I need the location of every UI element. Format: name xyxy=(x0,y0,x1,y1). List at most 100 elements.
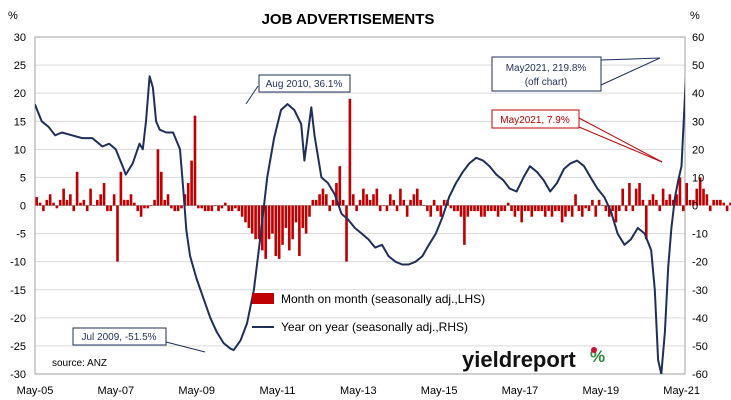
bar xyxy=(358,199,362,206)
bar xyxy=(409,199,412,206)
bar xyxy=(240,205,244,217)
y-left-tick-label: -15 xyxy=(10,285,26,297)
bar xyxy=(661,188,665,206)
bar xyxy=(365,194,369,206)
annotation-aug-2010: Aug 2010, 36.1% xyxy=(245,74,351,105)
bar xyxy=(554,205,557,212)
y-right-tick-label: 30 xyxy=(692,116,704,128)
bar xyxy=(335,183,338,206)
y-left-tick-label: 15 xyxy=(14,116,26,128)
bar xyxy=(79,202,82,206)
bar xyxy=(200,205,204,209)
bar xyxy=(213,205,217,206)
y-right-tick-label: -10 xyxy=(692,229,708,241)
bar xyxy=(48,194,52,206)
y-left-tick-label: 30 xyxy=(14,32,26,44)
bar xyxy=(685,183,688,206)
bar xyxy=(331,199,335,206)
y-right-tick-label: -60 xyxy=(692,369,708,381)
left-axis-unit: % xyxy=(8,10,18,22)
x-tick-label: May-11 xyxy=(260,385,296,397)
y-left-tick-label: -10 xyxy=(10,257,26,269)
annotation-may-2021-mom: May2021, 7.9% xyxy=(491,109,663,163)
bar xyxy=(698,177,702,206)
bar xyxy=(574,194,577,206)
bar xyxy=(432,199,436,206)
bar xyxy=(638,183,641,206)
bar xyxy=(580,205,584,217)
bar xyxy=(516,205,520,212)
bar xyxy=(537,205,540,212)
bar xyxy=(291,205,294,240)
y-left-tick-label: -5 xyxy=(16,229,26,241)
y-left-tick-label: 20 xyxy=(14,88,26,100)
bar xyxy=(644,205,648,240)
bar xyxy=(112,194,116,206)
bar xyxy=(149,205,153,206)
bar xyxy=(560,205,564,223)
bar xyxy=(203,205,207,212)
annotation-aug-2010-text: Aug 2010, 36.1% xyxy=(266,79,343,90)
line-series xyxy=(35,75,685,374)
bar xyxy=(351,194,355,206)
bar xyxy=(159,171,163,206)
bar xyxy=(133,202,136,206)
y-left-tick-label: 5 xyxy=(20,172,26,184)
annotation-jul-2009-box xyxy=(72,327,167,346)
bar xyxy=(688,199,692,206)
bar xyxy=(577,205,581,212)
annotation-may-2021-yoy-subtext: (off chart) xyxy=(525,77,568,88)
bar xyxy=(227,205,230,212)
right-axis-unit: % xyxy=(690,10,700,22)
bar xyxy=(264,205,268,259)
bar xyxy=(348,98,352,206)
bar xyxy=(234,205,237,209)
bar xyxy=(304,205,308,234)
bar xyxy=(624,205,628,212)
annotation-may-2021-mom-leader2 xyxy=(578,126,663,163)
bar xyxy=(217,205,220,212)
bar xyxy=(496,205,500,217)
y-tick-labels: 302520151050-5-10-15-20-25-3060504030201… xyxy=(10,32,708,381)
bar xyxy=(510,205,513,212)
legend-swatch-bars xyxy=(252,293,274,304)
bar xyxy=(62,188,65,206)
bar xyxy=(419,199,422,206)
x-tick-label: May-13 xyxy=(340,385,377,397)
bar xyxy=(308,205,311,217)
bar xyxy=(298,205,301,257)
legend: Month on month (seasonally adj.,LHS) Yea… xyxy=(252,292,485,334)
bar xyxy=(607,205,611,217)
bar xyxy=(594,205,598,217)
bar xyxy=(469,205,473,212)
bar xyxy=(483,205,486,217)
bar xyxy=(466,205,470,217)
bar xyxy=(503,205,507,212)
bar xyxy=(692,199,695,206)
bar xyxy=(35,197,38,206)
y-left-tick-label: -30 xyxy=(10,369,26,381)
gridlines xyxy=(35,36,685,375)
bar xyxy=(95,199,99,206)
bar xyxy=(65,199,69,206)
bar xyxy=(318,194,321,206)
bar xyxy=(378,205,382,212)
bars-series xyxy=(35,98,731,262)
x-tick-label: May-21 xyxy=(663,385,700,397)
bar xyxy=(527,205,530,212)
bar xyxy=(567,205,571,212)
bar xyxy=(540,205,544,212)
y-right-tick-label: 40 xyxy=(692,88,704,100)
y-left-tick-label: 25 xyxy=(14,60,26,72)
bar xyxy=(587,205,591,212)
bar xyxy=(459,205,463,217)
bar xyxy=(452,205,456,212)
bar xyxy=(328,205,332,212)
bar xyxy=(651,194,655,206)
bar xyxy=(543,205,547,217)
bar xyxy=(146,205,150,209)
annotation-may-2021-mom-text: May2021, 7.9% xyxy=(500,115,570,126)
bar xyxy=(426,205,429,212)
bar xyxy=(287,205,291,251)
